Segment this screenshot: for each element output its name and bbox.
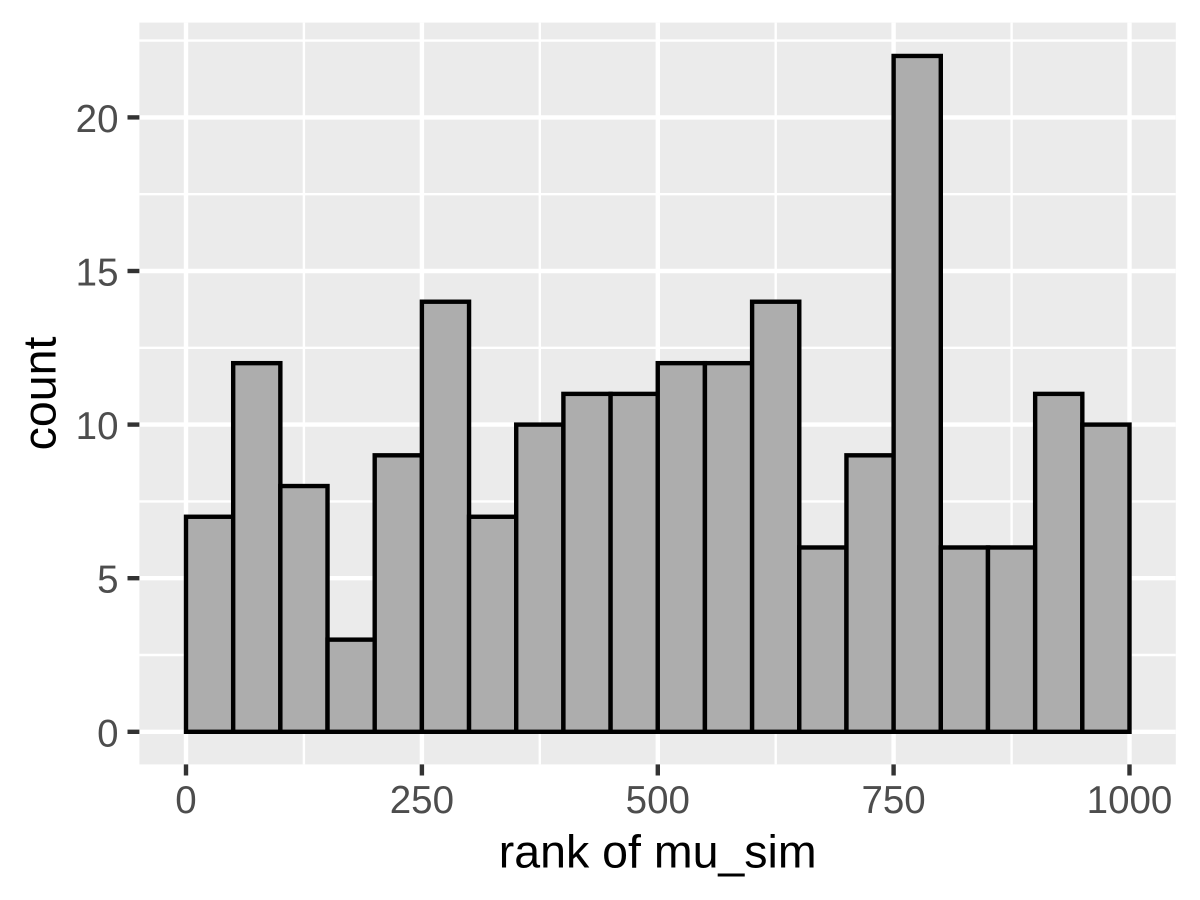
svg-text:20: 20 <box>76 98 119 141</box>
svg-text:0: 0 <box>97 712 118 755</box>
svg-text:15: 15 <box>76 252 119 295</box>
svg-text:750: 750 <box>861 779 925 822</box>
svg-text:count: count <box>13 337 65 451</box>
svg-text:1000: 1000 <box>1087 779 1173 822</box>
svg-text:5: 5 <box>97 559 118 602</box>
svg-text:10: 10 <box>76 405 119 448</box>
svg-text:250: 250 <box>390 779 454 822</box>
svg-text:rank of mu_sim: rank of mu_sim <box>499 825 817 877</box>
svg-text:0: 0 <box>175 779 196 822</box>
svg-text:500: 500 <box>626 779 690 822</box>
